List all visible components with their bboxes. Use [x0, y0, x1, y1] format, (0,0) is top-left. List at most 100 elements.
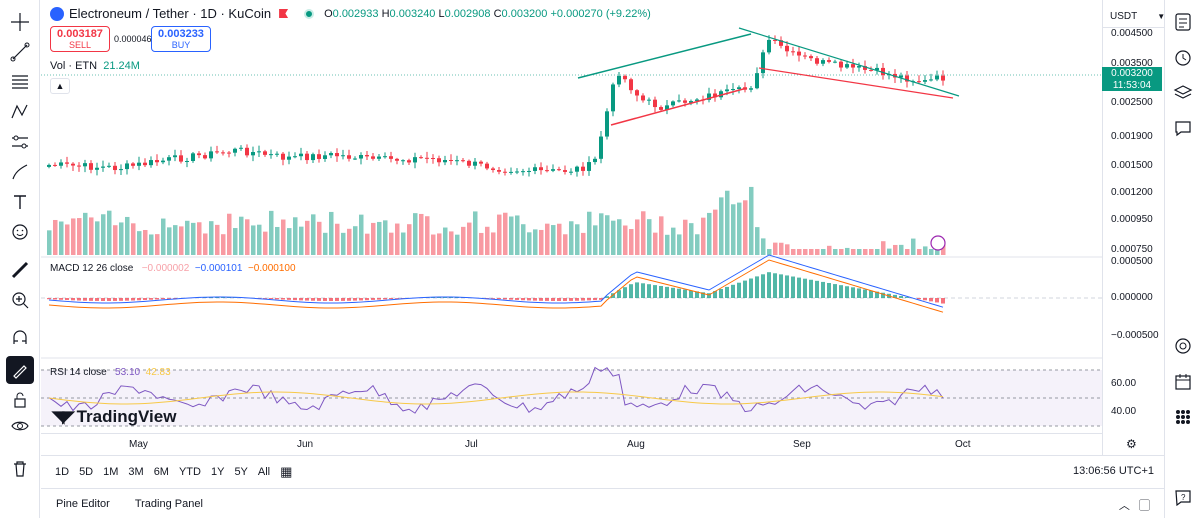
candle-body: [473, 161, 477, 166]
volume-bar: [755, 227, 760, 255]
range-button-ytd[interactable]: YTD: [178, 466, 201, 478]
help-icon[interactable]: ?: [1171, 486, 1195, 510]
trading-panel-tab[interactable]: Trading Panel: [134, 497, 203, 510]
macd-histogram-bar: [431, 297, 435, 298]
chart-area[interactable]: Electroneum / Tether · 1D · KuCoin O0.00…: [41, 0, 1164, 455]
candle-body: [857, 66, 861, 68]
range-button-all[interactable]: All: [257, 466, 271, 478]
collapse-legend-button[interactable]: ▲: [50, 78, 70, 94]
range-button-3m[interactable]: 3M: [128, 466, 144, 478]
volume-bar: [395, 223, 400, 255]
apps-grid-icon[interactable]: [1171, 405, 1195, 429]
candle-body: [203, 155, 207, 159]
macd-histogram-bar: [629, 284, 633, 298]
range-button-1d[interactable]: 1D: [55, 466, 70, 478]
volume-bar: [557, 223, 562, 255]
target-icon[interactable]: [1171, 334, 1195, 358]
calendar-icon[interactable]: ▦: [280, 464, 293, 479]
zoom-icon[interactable]: [6, 286, 34, 314]
volume-bar: [845, 247, 850, 255]
text-icon[interactable]: [6, 188, 34, 216]
candle-body: [395, 158, 399, 161]
candle-body: [437, 158, 441, 163]
macd-histogram-bar: [695, 291, 699, 298]
currency-selector[interactable]: USDT ▼: [1102, 6, 1165, 28]
flag-icon[interactable]: [279, 9, 289, 18]
volume-legend[interactable]: Vol · ETN 21.24M: [50, 60, 140, 72]
candle-body: [251, 152, 255, 156]
candle-body: [869, 69, 873, 71]
crosshair-icon[interactable]: [6, 8, 34, 36]
eye-icon[interactable]: [6, 412, 34, 440]
lock-icon[interactable]: [6, 386, 34, 414]
range-button-5d[interactable]: 5D: [79, 466, 94, 478]
macd-histogram-bar: [377, 298, 381, 300]
range-button-5y[interactable]: 5Y: [234, 466, 248, 478]
chart-canvas[interactable]: [41, 0, 1102, 433]
range-button-6m[interactable]: 6M: [153, 466, 169, 478]
calendar-icon[interactable]: [1171, 370, 1195, 394]
left-toolbar: [0, 0, 40, 518]
magnet-icon[interactable]: [6, 324, 34, 352]
trendline-icon[interactable]: [6, 38, 34, 66]
chat-icon[interactable]: [1171, 116, 1195, 140]
ruler-icon[interactable]: [6, 256, 34, 284]
prediction-icon[interactable]: [6, 128, 34, 156]
settings-gear-icon[interactable]: ⚙: [1126, 437, 1137, 451]
volume-bar: [185, 220, 190, 255]
candle-body: [695, 99, 699, 102]
candle-body: [749, 88, 753, 90]
maximize-icon[interactable]: ▢: [1139, 500, 1150, 512]
volume-bar: [653, 232, 658, 255]
volume-bar: [665, 234, 670, 255]
alerts-icon[interactable]: [1171, 46, 1195, 70]
sell-button[interactable]: 0.003187 SELL: [50, 26, 110, 52]
macd-histogram-bar: [143, 298, 147, 301]
ohlc-values: O0.002933 H0.003240 L0.002908 C0.003200 …: [324, 7, 651, 20]
stay-drawing-icon[interactable]: [6, 356, 34, 384]
volume-bar: [95, 221, 100, 255]
volume-bar: [827, 245, 832, 255]
clock[interactable]: 13:06:56 UTC+1: [1072, 465, 1154, 477]
tradingview-logo[interactable]: ◥◤ TradingView: [52, 407, 177, 426]
volume-bar: [599, 213, 604, 255]
macd-histogram-bar: [707, 293, 711, 298]
time-axis[interactable]: May Jun Jul Aug Sep Oct: [41, 433, 1102, 455]
volume-bar: [839, 249, 844, 255]
range-button-1m[interactable]: 1M: [103, 466, 119, 478]
rsi-legend[interactable]: RSI 14 close 53.10 42.83: [50, 367, 171, 378]
brush-icon[interactable]: [6, 158, 34, 186]
macd-histogram-bar: [113, 298, 117, 301]
macd-histogram-bar: [755, 276, 759, 298]
layers-icon[interactable]: [1171, 80, 1195, 104]
chevron-up-icon[interactable]: ︿: [1118, 500, 1130, 512]
macd-histogram-bar: [719, 289, 723, 298]
fib-icon[interactable]: [6, 68, 34, 96]
buy-button[interactable]: 0.003233 BUY: [151, 26, 211, 52]
macd-histogram-bar: [59, 298, 63, 300]
watchlist-icon[interactable]: [1171, 10, 1195, 34]
pine-editor-tab[interactable]: Pine Editor: [56, 497, 110, 510]
candle-body: [47, 164, 51, 167]
price-axis[interactable]: 0.004500 0.003500 0.002500 0.001900 0.001500…: [1102, 0, 1164, 455]
volume-bar: [791, 249, 796, 255]
date-range-bar: 1D 5D 1M 3M 6M YTD 1Y 5Y All ▦ 13:06:56 UTC+1: [41, 455, 1164, 488]
volume-bar: [893, 244, 898, 255]
emoji-icon[interactable]: [6, 218, 34, 246]
candle-body: [383, 156, 387, 158]
macd-histogram-bar: [497, 298, 501, 300]
candle-body: [413, 157, 417, 163]
symbol-title[interactable]: Electroneum / Tether · 1D · KuCoin: [69, 6, 272, 21]
macd-legend[interactable]: MACD 12 26 close −0.000002 −0.000101 −0.…: [50, 263, 296, 274]
macd-histogram-bar: [923, 298, 927, 301]
candle-body: [65, 162, 69, 164]
macd-tick-label: 0.000500: [1111, 256, 1153, 267]
volume-bar: [581, 232, 586, 255]
macd-line: [48, 254, 944, 308]
pattern-icon[interactable]: [6, 98, 34, 126]
rsi-tick-label: 40.00: [1111, 406, 1137, 417]
candle-body: [551, 169, 555, 171]
candle-body: [257, 151, 261, 153]
range-button-1y[interactable]: 1Y: [210, 466, 225, 478]
trash-icon[interactable]: [6, 454, 34, 482]
